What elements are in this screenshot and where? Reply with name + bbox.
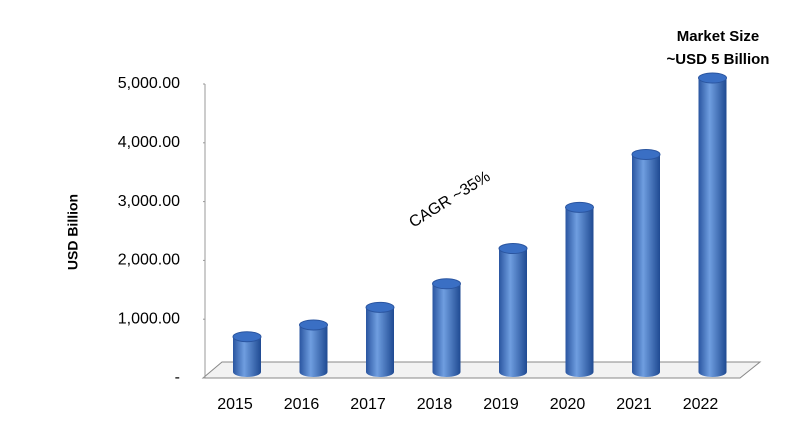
cylinder-body xyxy=(366,307,394,377)
x-tick-label: 2019 xyxy=(483,396,519,413)
cylinder-body xyxy=(233,336,261,377)
bar xyxy=(698,72,727,377)
x-tick-label: 2020 xyxy=(550,396,586,413)
y-tick-label: 5,000.00 xyxy=(118,75,180,92)
cylinder-body xyxy=(632,154,660,377)
x-tick-label: 2016 xyxy=(284,396,320,413)
bar xyxy=(232,331,262,377)
cylinder-body xyxy=(432,283,461,377)
cylinder-body xyxy=(299,324,328,377)
cylinder-top xyxy=(498,243,528,255)
bar xyxy=(299,319,328,377)
market-annotation: ~USD 5 Billion xyxy=(667,51,770,68)
cagr-annotation: CAGR ~35% xyxy=(406,168,493,231)
cylinder-top xyxy=(631,148,661,160)
y-tick-label: 1,000.00 xyxy=(118,310,180,327)
cylinder-top xyxy=(565,201,594,213)
bar xyxy=(565,201,594,377)
y-axis-label: USD Billion xyxy=(65,194,81,270)
bar xyxy=(432,278,461,377)
cylinder-top xyxy=(365,301,395,313)
bar xyxy=(631,148,661,377)
cylinder-top xyxy=(232,331,262,343)
bar xyxy=(498,243,528,377)
market-annotation: Market Size xyxy=(677,28,760,45)
cylinder-body xyxy=(499,248,527,377)
x-tick-label: 2021 xyxy=(616,396,652,413)
cylinder-top xyxy=(432,278,461,290)
y-tick-label: 4,000.00 xyxy=(118,134,180,151)
x-tick-label: 2018 xyxy=(417,396,453,413)
cylinder-top xyxy=(299,319,328,331)
y-tick-label: - xyxy=(175,369,180,386)
cylinder-body xyxy=(698,78,727,377)
bar xyxy=(365,301,395,377)
x-tick-label: 2022 xyxy=(683,396,719,413)
cylinder-body xyxy=(565,207,594,377)
x-tick-label: 2015 xyxy=(217,396,253,413)
x-tick-label: 2017 xyxy=(350,396,386,413)
y-tick-label: 2,000.00 xyxy=(118,252,180,269)
y-tick-label: 3,000.00 xyxy=(118,193,180,210)
floor xyxy=(201,361,762,379)
cylinder-top xyxy=(698,72,727,84)
